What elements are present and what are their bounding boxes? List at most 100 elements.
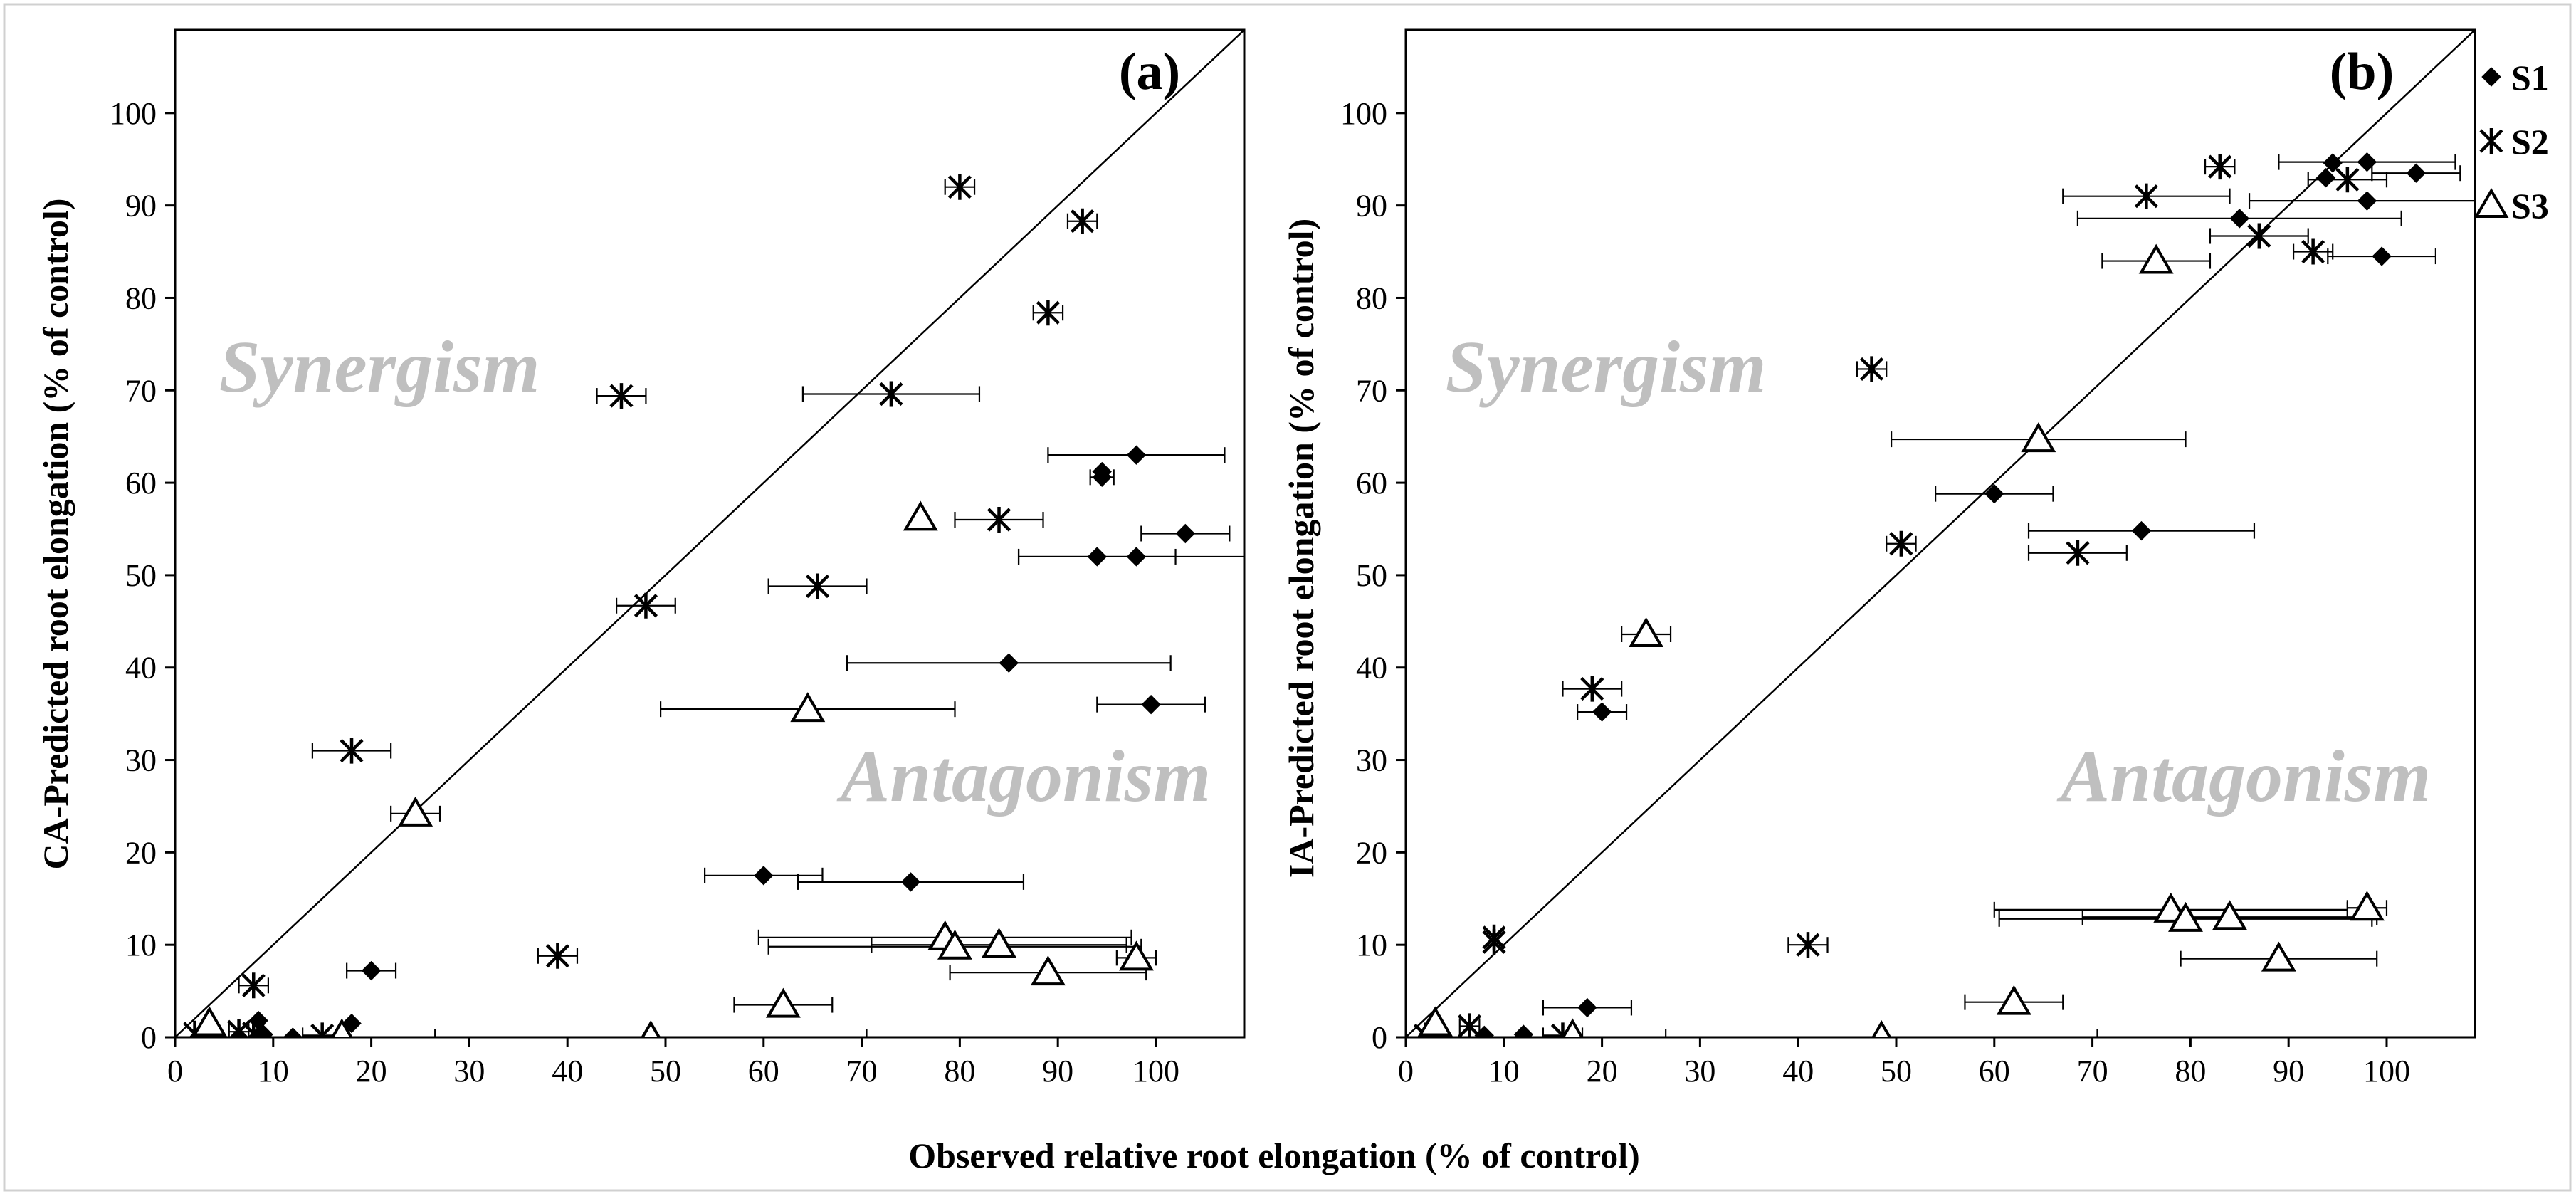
legend: S1 S2 S3: [2474, 58, 2549, 226]
panel-b-label: (b): [2330, 43, 2394, 101]
panel-a-y-tick-label: 50: [125, 558, 157, 593]
panel-b-y-tick-label: 60: [1356, 466, 1387, 500]
panel-a-plot-area: 0 10 20 30 40 50 60 70 80 90 100 0 10 20 30 40 50 60 70 80 9…: [110, 30, 1244, 1089]
panel-b-s2-point-shape: [1580, 676, 1604, 702]
panel-b-s1-point: [2323, 153, 2343, 173]
panel-b-y-tick-label: 90: [1356, 189, 1387, 224]
panel-b-s1-point: [2315, 167, 2336, 188]
panel-a-s1-point-shape: [900, 872, 921, 892]
panel-a-y-tick-label: 100: [110, 96, 157, 131]
panel-b-y-tick-label: 0: [1372, 1020, 1387, 1055]
panel-b-s3-point-shape: [2168, 901, 2203, 932]
panel-b-x-tick-label: 60: [1979, 1054, 2010, 1089]
panel-a-s1-point: [999, 653, 1019, 673]
panel-a-x-tick-label: 100: [1132, 1054, 1179, 1089]
panel-b-s1-point-shape: [2357, 191, 2377, 211]
panel-a-s2-point: [340, 738, 364, 764]
panel-a-s3-point: [330, 1018, 353, 1037]
panel-b-s1-point: [2372, 246, 2392, 266]
panel-b-x-tick-label: 20: [1587, 1054, 1618, 1089]
panel-a-points: [182, 174, 1196, 1037]
panel-b-s3-point: [1871, 1020, 1892, 1037]
legend-s1-marker: [2481, 67, 2501, 87]
legend-s3-marker: [2474, 188, 2509, 218]
panel-b-x-tick-label: 100: [2363, 1054, 2410, 1089]
panel-a-s2-point-shape: [634, 592, 658, 619]
panel-b-x-tick-label: 10: [1488, 1054, 1520, 1089]
panel-a-s1-point-shape: [283, 1027, 303, 1037]
panel-a-s1-point-shape: [1087, 547, 1108, 567]
panel-b-s2-point-shape: [1457, 1013, 1482, 1037]
panel-a-s1-point: [1087, 547, 1108, 567]
panel-a-s2-point-shape: [241, 972, 266, 999]
panel-b-s3-point: [2021, 422, 2056, 453]
panel-b-s2-point: [1859, 356, 1884, 382]
panel-a-s1-point-shape: [1126, 445, 1147, 465]
panel-b-s3-point: [2349, 891, 2385, 921]
panel-a-x-tick-label: 0: [167, 1054, 183, 1089]
panel-a-s1-point-shape: [754, 866, 774, 886]
panel-b-s2-point-shape: [1859, 356, 1884, 382]
panel-b-s1-point-shape: [1513, 1024, 1534, 1037]
legend-item-s1: S1: [2481, 58, 2549, 98]
panel-a-s2-point: [609, 383, 634, 409]
panel-a-x-tick-label: 30: [453, 1054, 485, 1089]
panel-a-s3-point-shape: [765, 987, 801, 1018]
panel-a-y-tick-label: 70: [125, 373, 157, 408]
panel-a-s1-point-shape: [1141, 694, 1161, 715]
panel-b-y-tick-label: 30: [1356, 743, 1387, 778]
panel-b-s3-point: [2212, 900, 2247, 930]
panel-b-s3-point-shape: [2349, 891, 2385, 921]
panel-a-s3-point-shape: [641, 1020, 661, 1037]
panel-b-s2-point-shape: [1889, 530, 1913, 557]
panel-a-s2-point-shape: [545, 943, 570, 969]
panel-a-s3-point-shape: [1030, 955, 1066, 986]
panel-b-s2-point: [2134, 183, 2158, 209]
panel-b-s2-point-shape: [1796, 932, 1820, 958]
panel-a-s1-point-shape: [361, 960, 382, 981]
panel-b-s1-point-shape: [2406, 163, 2427, 183]
panel-b-s2-point-shape: [2208, 154, 2232, 180]
panel-b-y-tick-label: 10: [1356, 928, 1387, 962]
panel-b-y-tick-label: 70: [1356, 373, 1387, 408]
panel-b-points: [1413, 152, 2427, 1037]
panel-b-reference-line: [1406, 30, 2475, 1037]
panel-b-s3-point-shape: [1871, 1020, 1892, 1037]
panel-a-x-tick-label: 80: [944, 1054, 975, 1089]
panel-a-s2-point: [310, 1022, 335, 1037]
panel-b-y-tick-label: 20: [1356, 835, 1387, 870]
panel-a-s2-point-shape: [805, 573, 830, 599]
panel-a-s3-point-shape: [1118, 940, 1154, 971]
panel-a-y-tick-label: 40: [125, 651, 157, 686]
panel-a-s2-point-shape: [947, 174, 972, 200]
panel-a-s2-point-shape: [1036, 300, 1060, 326]
panel-b-s3-point-shape: [2138, 243, 2174, 274]
panel-a-reference-line: [175, 30, 1244, 1037]
panel-b-y-tick-label: 40: [1356, 651, 1387, 686]
panel-b-s3-point-shape: [1629, 617, 1664, 647]
panel-b-s2-point: [2208, 154, 2232, 180]
panel-a-s3-point-shape: [937, 929, 972, 960]
panel-b-s3-point: [1417, 1006, 1453, 1037]
panel-b-x-tick-label: 80: [2175, 1054, 2206, 1089]
panel-a-s1-point: [1092, 467, 1112, 488]
panel-b-s3-point-shape: [1561, 1018, 1584, 1037]
panel-a-y-tick-label: 10: [125, 928, 157, 962]
panel-a-y-tick-label: 60: [125, 466, 157, 500]
panel-a-x-tick-label: 90: [1042, 1054, 1073, 1089]
panel-a-s3-point-shape: [330, 1018, 353, 1037]
panel-b-plot-area: 0 10 20 30 40 50 60 70 80 90 100 0 10 20 30 40 50 60 70 80 9…: [1340, 30, 2475, 1089]
panel-a-s2-point: [1071, 208, 1095, 234]
panel-a-x-tick-label: 10: [258, 1054, 289, 1089]
panel-b-x-tick-label: 30: [1684, 1054, 1715, 1089]
panel-b-s1-point: [2406, 163, 2427, 183]
panel-a-s3-point: [790, 692, 826, 723]
panel-a-s2-point-shape: [1071, 208, 1095, 234]
panel-a-y-tick-label: 90: [125, 189, 157, 224]
panel-a-s1-point-shape: [1092, 467, 1112, 488]
panel-b-s3-point-shape: [1996, 985, 2031, 1015]
legend-item-s2: S2: [2479, 122, 2549, 162]
panel-a-s2-point: [241, 972, 266, 999]
panel-b-s1-point-shape: [1984, 483, 2004, 504]
